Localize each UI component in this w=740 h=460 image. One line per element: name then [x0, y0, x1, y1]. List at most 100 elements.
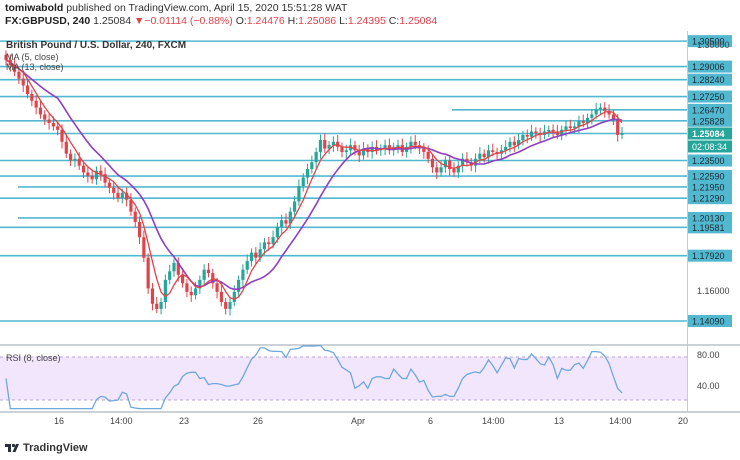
- time-tick: 23: [179, 416, 190, 426]
- candle-body: [448, 160, 452, 170]
- candle-body: [56, 126, 60, 130]
- time-tick: 6: [428, 416, 434, 426]
- candle-body: [280, 220, 284, 228]
- candle-body: [353, 145, 357, 151]
- candle-body: [430, 158, 435, 168]
- low-value: 1.24395: [347, 15, 386, 27]
- candle-body: [129, 199, 133, 212]
- level-label: 1.21950: [692, 182, 725, 192]
- candle-body: [155, 303, 159, 309]
- candle-body: [142, 237, 146, 258]
- candle-body: [478, 153, 482, 159]
- ma13-line[interactable]: [5, 59, 623, 291]
- candle-body: [146, 257, 150, 289]
- rsi-band: [0, 357, 687, 400]
- candle-body: [125, 192, 129, 200]
- rsi-tick-80: 80.00: [697, 350, 720, 360]
- level-label-box: [688, 249, 732, 262]
- candle-body: [499, 150, 503, 154]
- candle-body: [232, 291, 236, 303]
- brand-name[interactable]: TradingView: [23, 442, 88, 454]
- candle-body: [284, 220, 288, 224]
- rsi-line[interactable]: [5, 344, 623, 410]
- level-label: 1.14090: [692, 316, 725, 326]
- candle-body: [482, 153, 486, 158]
- candle-body: [534, 131, 538, 134]
- candle-body: [38, 107, 43, 115]
- author-name[interactable]: tomiwabold: [5, 2, 64, 14]
- candle-body: [30, 93, 34, 101]
- price-tick-1.16000: 1.16000: [697, 286, 730, 296]
- candle-body: [525, 134, 529, 137]
- level-label-box: [688, 90, 732, 103]
- price-chart[interactable]: 1.30500 1.29006 1.28240 1.27250 1.264701.258…: [0, 31, 740, 444]
- candle-body: [512, 141, 516, 146]
- open-label: O:: [235, 15, 247, 27]
- ma5-line[interactable]: [5, 59, 623, 301]
- level-label-box: [688, 154, 732, 167]
- candle-body: [228, 302, 232, 309]
- level-label: 1.19581: [692, 223, 725, 233]
- level-label-box: [688, 314, 732, 327]
- candle-body: [547, 129, 551, 132]
- candle-body: [237, 279, 241, 292]
- candle-body: [327, 145, 331, 149]
- candle-body: [491, 150, 495, 152]
- ma13-legend[interactable]: MA (13, close): [6, 62, 64, 72]
- candle-body: [224, 302, 228, 309]
- candle-body: [504, 146, 508, 151]
- open-value: 1.24476: [246, 15, 285, 27]
- tradingview-logo-icon: [5, 443, 19, 452]
- candle-body: [163, 279, 167, 303]
- candle-body: [590, 114, 594, 118]
- candle-body: [64, 141, 68, 154]
- publish-info: tomiwabold published on TradingView.com,…: [5, 2, 347, 16]
- close-value: 1.25084: [399, 15, 438, 27]
- candle-body: [409, 141, 413, 147]
- level-label-box: [688, 35, 732, 48]
- symbol-label[interactable]: FX:GBPUSD, 240: [5, 15, 91, 27]
- candle-body: [47, 119, 51, 123]
- candle-body: [168, 271, 172, 280]
- level-label: 1.29006: [692, 62, 725, 72]
- level-label-box: [688, 60, 732, 73]
- candle-body: [94, 170, 99, 180]
- price-change: −0.01114 (−0.88%): [144, 15, 233, 27]
- candle-body: [607, 111, 611, 115]
- candle-body: [258, 249, 262, 258]
- ma5-legend[interactable]: MA (5, close): [6, 52, 59, 62]
- candle-body: [383, 145, 387, 149]
- candle-body: [573, 126, 577, 129]
- candle-body: [202, 269, 206, 280]
- candle-body: [90, 175, 94, 180]
- candle-body: [611, 114, 615, 120]
- level-label: 1.25828: [692, 116, 725, 126]
- high-label: H:: [287, 15, 299, 27]
- candle-body: [249, 252, 254, 262]
- rsi-legend[interactable]: RSI (8, close): [6, 353, 61, 363]
- candle-body: [181, 274, 185, 284]
- candle-body: [150, 288, 155, 304]
- level-label-box: [688, 180, 732, 193]
- price-tick-1.30000: 1.30000: [697, 40, 730, 50]
- candle-body: [4, 54, 8, 60]
- level-label: 1.22590: [692, 172, 725, 182]
- candle-body: [51, 122, 55, 127]
- candle-body: [86, 172, 90, 176]
- last-price: 1.25084: [93, 15, 132, 27]
- level-label-box: [688, 221, 732, 234]
- candle-body: [241, 269, 245, 280]
- candle-body: [215, 283, 219, 292]
- candle-body: [594, 109, 598, 115]
- candle-body: [133, 211, 137, 222]
- candle-body: [443, 160, 447, 168]
- footer: TradingView: [5, 442, 88, 458]
- chart-frame: [0, 31, 740, 413]
- candle-body: [318, 140, 323, 152]
- level-label-box: [688, 114, 732, 127]
- level-label: 1.30500: [692, 37, 725, 47]
- candle-body: [120, 192, 124, 199]
- last-price-label-box: [688, 127, 732, 140]
- publish-text: published on TradingView.com, April 15, …: [66, 2, 348, 14]
- candle-body: [486, 150, 491, 158]
